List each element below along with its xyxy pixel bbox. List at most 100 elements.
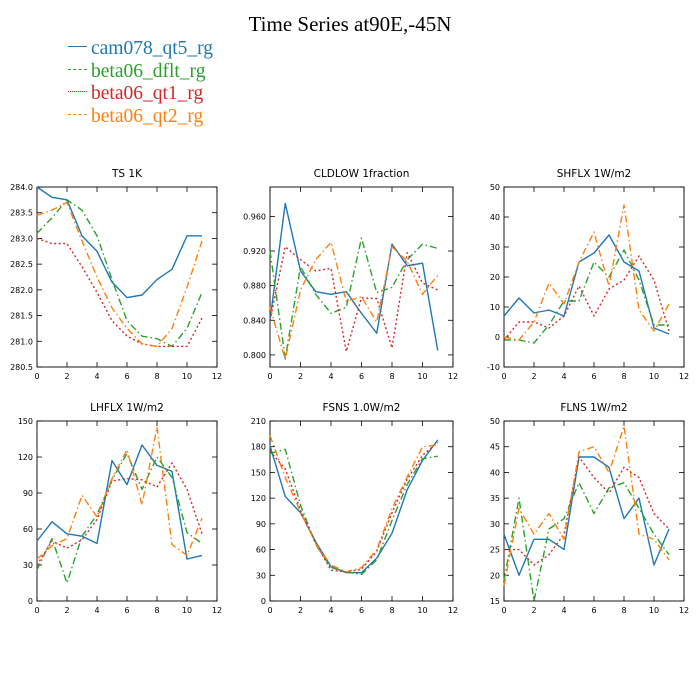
x-tick-label: 12 [212, 372, 222, 381]
y-tick-label: 283.0 [10, 234, 33, 243]
x-tick-label: 10 [417, 606, 427, 615]
x-tick-label: 8 [154, 606, 159, 615]
x-tick-label: 12 [448, 372, 458, 381]
y-tick-label: 45 [490, 443, 500, 452]
y-tick-label: 0.880 [243, 282, 266, 291]
x-tick-label: 2 [64, 606, 69, 615]
x-tick-label: 0 [34, 606, 39, 615]
plot-frame [503, 186, 685, 368]
legend-label-beta06-dflt: beta06_dflt_rg [91, 60, 206, 82]
series-line-beta06_qt2_rg [36, 201, 203, 348]
plot-frame [503, 420, 685, 602]
y-tick-label: 10 [490, 303, 500, 312]
legend-swatch-beta06-dflt [68, 68, 87, 70]
legend-label-beta06-qt2: beta06_qt2_rg [91, 105, 204, 127]
legend-swatch-beta06-qt2 [68, 113, 87, 115]
x-tick-label: 4 [328, 372, 333, 381]
plot-frame [36, 186, 218, 368]
y-tick-label: 25 [490, 546, 500, 555]
y-tick-label: 90 [256, 520, 266, 529]
chart-title: SHFLX 1W/m2 [557, 168, 632, 180]
legend-item-beta06-qt2: beta06_qt2_rg [68, 106, 213, 129]
series-line-beta06_dflt_rg [36, 452, 203, 584]
y-tick-label: 281.5 [10, 312, 33, 321]
x-tick-label: 8 [389, 606, 394, 615]
x-tick-label: 0 [267, 372, 272, 381]
chart-title: FLNS 1W/m2 [560, 402, 627, 414]
legend-swatch-cam078 [68, 46, 87, 48]
chart-panel-1: CLDLOW 1fraction 0 2 4 6 8 10 12 0.800 0.840 0.880… [243, 168, 458, 381]
y-tick-label: 280.5 [10, 363, 33, 372]
y-tick-label: 180 [251, 443, 266, 452]
y-tick-label: 15 [490, 597, 500, 606]
y-tick-label: 20 [490, 571, 500, 580]
series-line-cam078_qt5_rg [36, 186, 202, 299]
series-line-beta06_qt1_rg [269, 246, 439, 353]
y-tick-label: 60 [256, 546, 266, 555]
y-tick-label: 0 [495, 333, 500, 342]
series-line-cam078_qt5_rg [269, 439, 439, 574]
series-line-cam078_qt5_rg [36, 444, 203, 560]
x-tick-label: 10 [649, 606, 659, 615]
x-tick-label: 6 [591, 606, 596, 615]
x-tick-label: 4 [328, 606, 333, 615]
y-tick-label: 282.5 [10, 260, 33, 269]
y-tick-label: 210 [251, 417, 266, 426]
legend-item-beta06-dflt: beta06_dflt_rg [68, 61, 213, 84]
page-title: Time Series at90E,-45N [248, 12, 452, 36]
series-line-beta06_qt2_rg [269, 435, 438, 573]
series-line-beta06_qt1_rg [504, 456, 670, 566]
x-tick-label: 6 [124, 606, 129, 615]
chart-title: CLDLOW 1fraction [314, 168, 410, 180]
y-tick-label: 0.800 [243, 351, 266, 360]
series-line-cam078_qt5_rg [503, 456, 670, 576]
x-tick-label: 12 [679, 372, 689, 381]
series-line-beta06_qt1_rg [36, 237, 203, 348]
y-tick-label: 120 [251, 494, 266, 503]
chart-panel-0: TS 1K 0 2 4 6 8 10 12 280.5 281.0 281.5 282.0 282.5 2… [10, 168, 222, 381]
x-tick-label: 0 [501, 372, 506, 381]
x-tick-label: 6 [359, 372, 364, 381]
series-line-beta06_qt1_rg [503, 255, 670, 341]
y-tick-label: 0 [261, 597, 266, 606]
series-line-beta06_qt2_rg [269, 241, 439, 360]
y-tick-label: 30 [490, 243, 500, 252]
chart-title: LHFLX 1W/m2 [90, 402, 164, 414]
x-tick-label: 8 [621, 606, 626, 615]
series-line-beta06_qt1_rg [36, 462, 203, 566]
y-tick-label: 35 [490, 494, 500, 503]
chart-title: FSNS 1.0W/m2 [323, 402, 401, 414]
x-tick-label: 10 [182, 372, 192, 381]
x-tick-label: 2 [298, 606, 303, 615]
series-line-beta06_qt1_rg [269, 441, 439, 573]
x-tick-label: 8 [389, 372, 394, 381]
plot-frame [36, 420, 218, 602]
x-tick-label: 0 [34, 372, 39, 381]
y-tick-label: 0.960 [243, 212, 266, 221]
x-tick-label: 4 [561, 372, 566, 381]
y-tick-label: 30 [23, 561, 33, 570]
x-tick-label: 12 [212, 606, 222, 615]
x-tick-label: 10 [649, 372, 659, 381]
y-tick-label: 281.0 [10, 337, 33, 346]
x-tick-label: 2 [531, 606, 536, 615]
x-tick-label: 10 [182, 606, 192, 615]
y-tick-label: 283.5 [10, 209, 33, 218]
x-tick-label: 6 [359, 606, 364, 615]
y-tick-label: 0.920 [243, 247, 266, 256]
legend-label-cam078: cam078_qt5_rg [91, 38, 214, 59]
x-tick-label: 2 [531, 372, 536, 381]
series-line-beta06_dflt_rg [503, 482, 670, 602]
x-tick-label: 2 [64, 372, 69, 381]
y-tick-label: 30 [256, 571, 266, 580]
legend: cam078_qt5_rg beta06_dflt_rg beta06_qt1_… [68, 38, 213, 128]
series-line-cam078_qt5_rg [503, 234, 670, 335]
y-tick-label: 150 [251, 468, 266, 477]
series-line-beta06_dflt_rg [269, 237, 438, 360]
y-tick-label: 0 [28, 597, 33, 606]
x-tick-label: 12 [448, 606, 458, 615]
